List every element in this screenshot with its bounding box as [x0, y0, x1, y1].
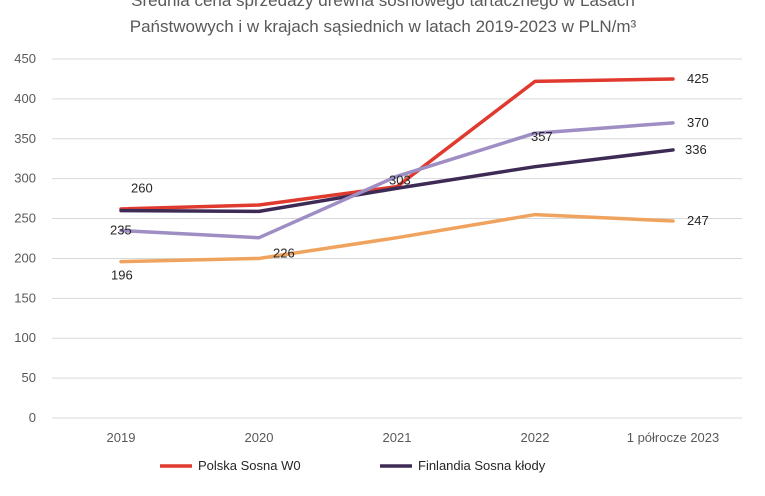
data-label: 303	[389, 172, 411, 187]
chart-title: Średnia cena sprzedaży drewna sosnowego …	[130, 0, 637, 36]
chart-title-line-2: Państwowych i w krajach sąsiednich w lat…	[130, 17, 637, 36]
data-label: 235	[110, 223, 132, 238]
data-labels: 425 260 336 235 226 303 357 370 196 247	[110, 71, 709, 283]
series-lines	[119, 77, 675, 264]
y-axis-ticks: 0 50 100 150 200 250 300 350 400 450	[14, 51, 36, 425]
series-line-2	[119, 148, 675, 214]
gridlines	[52, 58, 742, 419]
data-label: 336	[685, 142, 707, 157]
x-tick-label: 2019	[107, 430, 136, 445]
y-tick-label: 150	[14, 290, 36, 305]
legend: Polska Sosna W0 Finlandia Sosna kłody	[160, 458, 546, 473]
data-label: 357	[531, 129, 553, 144]
y-tick-label: 200	[14, 250, 36, 265]
x-axis-ticks: 2019 2020 2021 2022 1 półrocze 2023	[107, 430, 720, 445]
data-label: 370	[687, 115, 709, 130]
y-tick-label: 350	[14, 131, 36, 146]
series-line-4	[119, 212, 675, 264]
x-tick-label: 2021	[383, 430, 412, 445]
y-tick-label: 0	[29, 410, 36, 425]
x-tick-label: 1 półrocze 2023	[627, 430, 720, 445]
legend-entry: Finlandia Sosna kłody	[418, 458, 546, 473]
y-tick-label: 450	[14, 51, 36, 66]
y-tick-label: 400	[14, 91, 36, 106]
series-line-3	[119, 121, 675, 240]
y-tick-label: 250	[14, 211, 36, 226]
y-tick-label: 50	[22, 370, 36, 385]
x-tick-label: 2020	[245, 430, 274, 445]
x-tick-label: 2022	[521, 430, 550, 445]
data-label: 226	[273, 246, 295, 261]
legend-entry: Polska Sosna W0	[198, 458, 301, 473]
data-label: 247	[687, 213, 709, 228]
y-tick-label: 300	[14, 171, 36, 186]
data-label: 260	[131, 181, 153, 196]
data-label: 196	[111, 268, 133, 283]
y-tick-label: 100	[14, 330, 36, 345]
data-label: 425	[687, 71, 709, 86]
chart-title-line-1: Średnia cena sprzedaży drewna sosnowego …	[131, 0, 635, 10]
